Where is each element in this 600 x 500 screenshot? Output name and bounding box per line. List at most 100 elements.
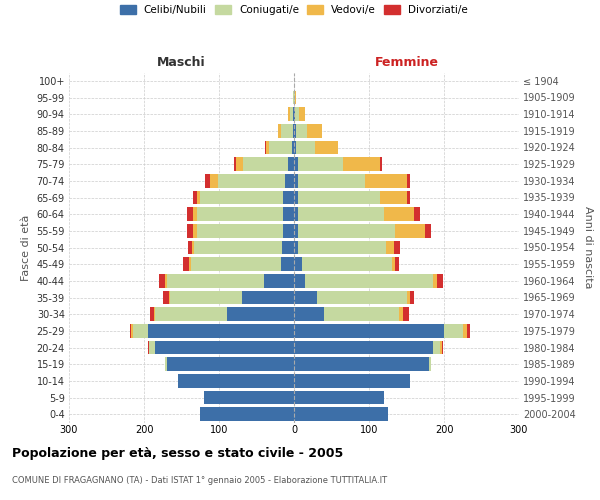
Bar — [193, 240, 282, 254]
Bar — [294, 258, 302, 271]
Bar — [294, 174, 298, 188]
Bar — [187, 224, 193, 237]
Bar — [294, 358, 429, 371]
Bar — [315, 140, 337, 154]
Bar — [189, 258, 191, 271]
Bar — [183, 258, 189, 271]
Bar — [296, 140, 315, 154]
Bar — [294, 90, 295, 104]
Bar — [317, 290, 407, 304]
Bar — [294, 190, 298, 204]
Bar — [380, 158, 382, 171]
Bar — [294, 408, 388, 421]
Bar — [197, 224, 283, 237]
Bar — [293, 108, 294, 121]
Bar — [283, 190, 294, 204]
Bar — [463, 324, 467, 338]
Bar — [191, 258, 281, 271]
Bar — [281, 258, 294, 271]
Bar — [305, 274, 433, 287]
Bar — [150, 308, 154, 321]
Bar — [295, 108, 299, 121]
Bar — [133, 324, 148, 338]
Bar — [433, 340, 440, 354]
Bar — [187, 208, 193, 221]
Bar — [294, 140, 296, 154]
Bar — [197, 208, 283, 221]
Text: Maschi: Maschi — [157, 56, 206, 69]
Bar — [298, 208, 384, 221]
Bar — [241, 290, 294, 304]
Bar — [148, 324, 294, 338]
Bar — [169, 290, 170, 304]
Bar — [155, 340, 294, 354]
Bar — [227, 308, 294, 321]
Bar — [278, 124, 281, 138]
Bar — [200, 408, 294, 421]
Bar — [292, 140, 294, 154]
Bar — [283, 208, 294, 221]
Bar — [154, 308, 155, 321]
Bar — [159, 274, 165, 287]
Text: COMUNE DI FRAGAGNANO (TA) - Dati ISTAT 1° gennaio 2005 - Elaborazione TUTTITALIA: COMUNE DI FRAGAGNANO (TA) - Dati ISTAT 1… — [12, 476, 387, 485]
Bar — [193, 224, 197, 237]
Bar — [192, 240, 193, 254]
Bar — [148, 340, 149, 354]
Bar — [433, 274, 437, 287]
Bar — [392, 258, 395, 271]
Bar — [296, 124, 307, 138]
Bar — [264, 274, 294, 287]
Legend: Celibi/Nubili, Coniugati/e, Vedovi/e, Divorziati/e: Celibi/Nubili, Coniugati/e, Vedovi/e, Di… — [120, 5, 468, 15]
Bar — [293, 124, 294, 138]
Bar — [407, 290, 410, 304]
Y-axis label: Anni di nascita: Anni di nascita — [583, 206, 593, 288]
Text: Femmine: Femmine — [374, 56, 439, 69]
Bar — [235, 158, 243, 171]
Bar — [294, 374, 410, 388]
Bar — [442, 340, 443, 354]
Bar — [294, 390, 384, 404]
Bar — [365, 174, 407, 188]
Bar — [440, 340, 442, 354]
Bar — [131, 324, 133, 338]
Bar — [429, 358, 431, 371]
Bar — [386, 240, 394, 254]
Bar — [288, 158, 294, 171]
Bar — [178, 374, 294, 388]
Bar — [282, 240, 294, 254]
Bar — [407, 190, 410, 204]
Bar — [210, 174, 218, 188]
Bar — [167, 274, 264, 287]
Bar — [167, 358, 294, 371]
Bar — [294, 240, 298, 254]
Bar — [290, 108, 293, 121]
Bar — [294, 224, 298, 237]
Bar — [399, 308, 403, 321]
Bar — [265, 140, 269, 154]
Bar — [165, 358, 167, 371]
Bar — [193, 190, 197, 204]
Text: Popolazione per età, sesso e stato civile - 2005: Popolazione per età, sesso e stato civil… — [12, 448, 343, 460]
Bar — [298, 158, 343, 171]
Bar — [294, 108, 295, 121]
Bar — [298, 190, 380, 204]
Bar — [467, 324, 470, 338]
Bar — [193, 208, 197, 221]
Bar — [384, 208, 414, 221]
Bar — [294, 124, 296, 138]
Bar — [380, 190, 407, 204]
Bar — [294, 274, 305, 287]
Bar — [294, 308, 324, 321]
Bar — [281, 124, 293, 138]
Bar — [298, 174, 365, 188]
Bar — [395, 258, 399, 271]
Bar — [299, 108, 305, 121]
Bar — [294, 324, 444, 338]
Bar — [302, 258, 392, 271]
Bar — [444, 324, 463, 338]
Bar — [407, 174, 410, 188]
Bar — [130, 324, 131, 338]
Y-axis label: Fasce di età: Fasce di età — [21, 214, 31, 280]
Bar — [200, 190, 283, 204]
Bar — [149, 340, 155, 354]
